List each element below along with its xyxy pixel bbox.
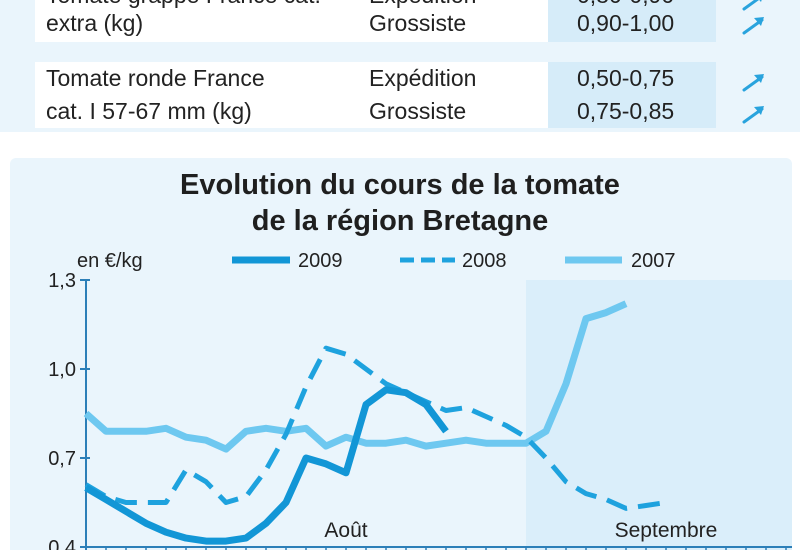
series-line-2008 [84,345,667,511]
chart-title: Evolution du cours de la tomate [180,169,620,201]
section-divider [0,132,800,158]
product-name-line2: extra (kg) [46,10,144,36]
price-table: Tomate grappe France cat. extra (kg) Exp… [0,0,800,132]
legend-label-2008: 2008 [462,250,507,272]
legend-label-2007: 2007 [631,250,676,272]
trend-up-arrow-icon [742,17,764,35]
x-annotation-label: Septembre [615,519,718,542]
stage-label: Grossiste [369,98,467,124]
legend-label-2009: 2009 [298,250,343,272]
trend-up-arrow-icon [742,106,764,124]
y-axis-label: en €/kg [77,250,143,272]
product-name-line2: cat. I 57-67 mm (kg) [46,98,252,124]
price-column-band [548,0,716,42]
price-range: 0,50-0,75 [577,65,675,91]
price-range: 0,90-1,00 [577,10,675,36]
stage-label: Expédition [369,65,477,91]
y-tick-label: 1,0 [48,359,76,381]
price-range: 0,75-0,85 [577,98,675,124]
y-tick-label: 1,3 [48,270,76,292]
trend-up-arrow-icon [742,74,764,92]
price-column-band [548,62,716,128]
y-tick-label: 0,4 [48,537,76,550]
product-name-line1: Tomate grappe France cat. [46,0,321,11]
x-annotation-label: Août [324,519,367,542]
y-tick-label: 0,7 [48,448,76,470]
product-name-line1: Tomate ronde France [46,65,265,91]
chart-subtitle: de la région Bretagne [251,205,549,237]
stage-label: Grossiste [369,10,467,36]
trend-up-arrow-icon [742,0,762,11]
shaded-region [526,280,792,550]
price-range: 0,80-0,90 [577,0,674,11]
series-line-2009 [84,386,449,545]
stage-label: Expédition [369,0,476,11]
